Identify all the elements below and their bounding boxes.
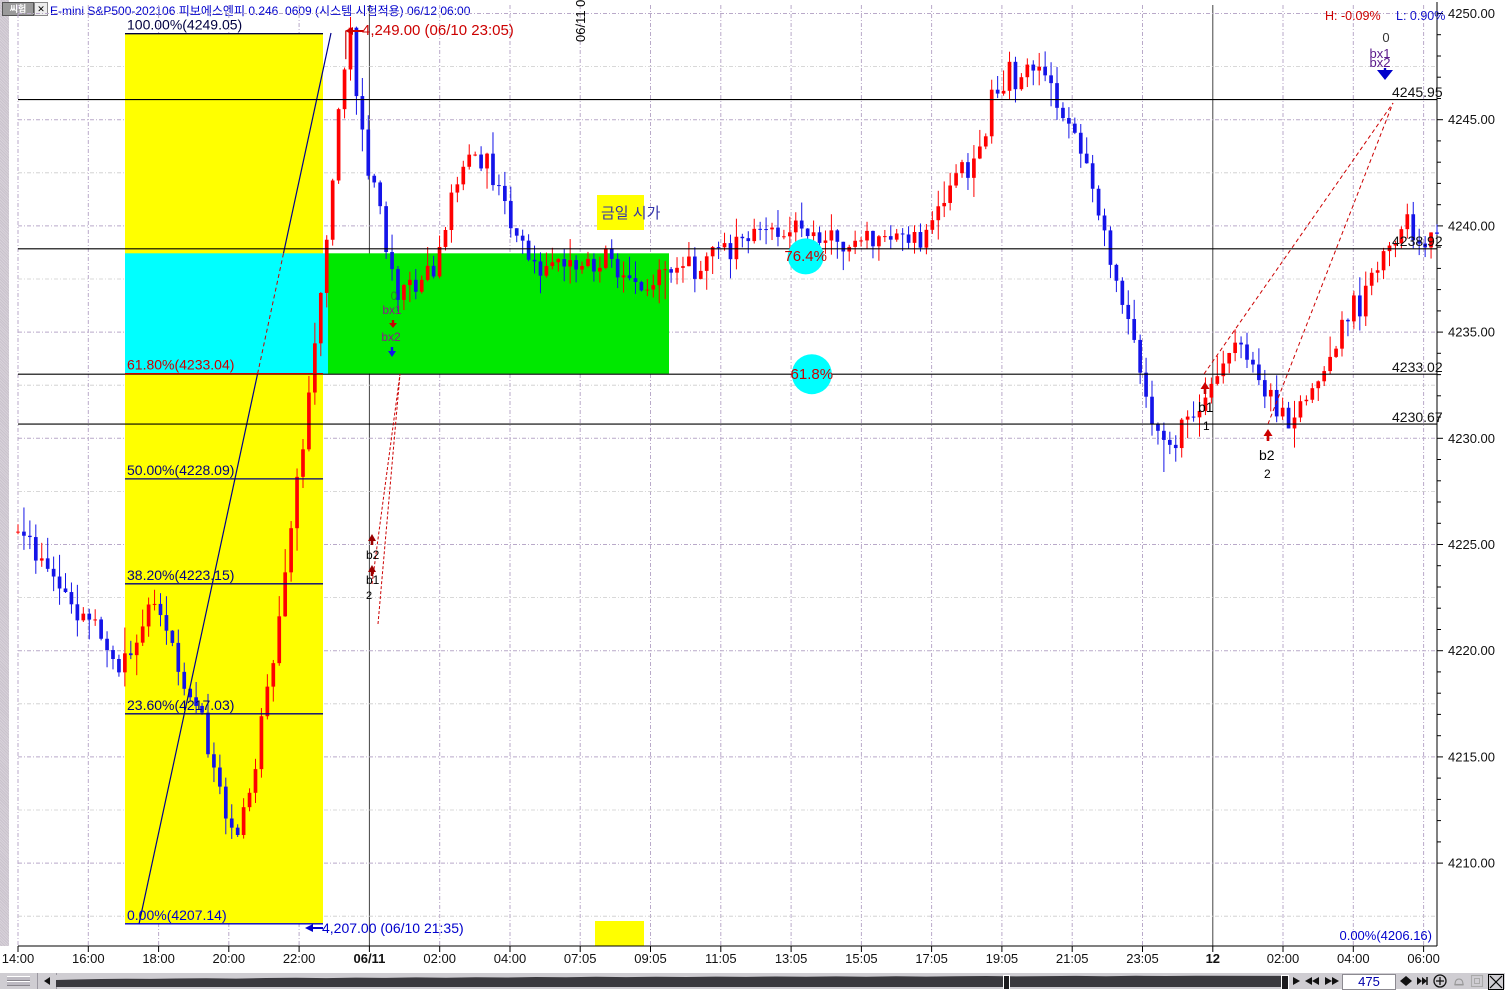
svg-text:b2: b2 [366, 548, 380, 562]
svg-text:b1: b1 [366, 573, 380, 587]
svg-text:23:05: 23:05 [1126, 951, 1159, 966]
svg-text:4220.00: 4220.00 [1448, 643, 1495, 658]
svg-text:H: -0.09%: H: -0.09% [1325, 9, 1381, 23]
svg-text:15:05: 15:05 [845, 951, 878, 966]
svg-text:4230.00: 4230.00 [1448, 431, 1495, 446]
svg-text:76.4%: 76.4% [784, 248, 827, 265]
svg-text:4235.00: 4235.00 [1448, 325, 1495, 340]
svg-text:18:00: 18:00 [142, 951, 175, 966]
svg-text:11:05: 11:05 [705, 951, 737, 966]
svg-text:02:00: 02:00 [1267, 951, 1300, 966]
svg-text:06:00: 06:00 [1407, 951, 1440, 966]
svg-text:04:00: 04:00 [494, 951, 527, 966]
svg-text:04:00: 04:00 [1337, 951, 1370, 966]
svg-text:19:05: 19:05 [986, 951, 1019, 966]
svg-text:L: 0.90%: L: 0.90% [1396, 9, 1445, 23]
svg-text:17:05: 17:05 [915, 951, 948, 966]
svg-text:61.80%(4233.04): 61.80%(4233.04) [127, 357, 234, 373]
svg-text:bx1: bx1 [382, 303, 402, 317]
svg-text:12: 12 [1206, 951, 1220, 966]
svg-text:0: 0 [391, 289, 398, 303]
svg-text:금일 시가: 금일 시가 [601, 205, 661, 222]
svg-text:09:05: 09:05 [634, 951, 667, 966]
svg-text:0.00%(4206.16): 0.00%(4206.16) [1339, 928, 1432, 943]
svg-text:4233.02: 4233.02 [1392, 359, 1443, 375]
svg-text:2: 2 [366, 590, 372, 602]
svg-text:4,249.00 (06/10 23:05): 4,249.00 (06/10 23:05) [362, 22, 514, 39]
svg-text:4225.00: 4225.00 [1448, 537, 1495, 552]
svg-text:0: 0 [1382, 30, 1389, 45]
svg-text:20:00: 20:00 [213, 951, 246, 966]
svg-text:14:00: 14:00 [2, 951, 35, 966]
svg-text:07:05: 07:05 [564, 951, 597, 966]
svg-text:06/11: 06/11 [353, 951, 385, 966]
svg-text:4245.00: 4245.00 [1448, 112, 1495, 127]
svg-text:23.60%(4217.03): 23.60%(4217.03) [127, 697, 234, 713]
svg-text:13:05: 13:05 [775, 951, 808, 966]
svg-text:b2: b2 [1259, 447, 1275, 463]
svg-text:1: 1 [1203, 419, 1210, 433]
svg-text:b1: b1 [1198, 399, 1214, 415]
svg-text:4238.92: 4238.92 [1392, 233, 1443, 249]
svg-text:4215.00: 4215.00 [1448, 749, 1495, 764]
svg-text:bx2: bx2 [1370, 55, 1391, 70]
svg-text:4250.00: 4250.00 [1448, 6, 1495, 21]
svg-text:02:00: 02:00 [423, 951, 456, 966]
svg-text:22:00: 22:00 [283, 951, 316, 966]
svg-text:50.00%(4228.09): 50.00%(4228.09) [127, 462, 234, 478]
svg-text:4,207.00 (06/10 21:35): 4,207.00 (06/10 21:35) [322, 920, 464, 936]
svg-text:38.20%(4223.15): 38.20%(4223.15) [127, 567, 234, 583]
svg-text:16:00: 16:00 [72, 951, 105, 966]
svg-text:100.00%(4249.05): 100.00%(4249.05) [127, 17, 242, 33]
svg-text:4210.00: 4210.00 [1448, 856, 1495, 871]
svg-text:61.8%: 61.8% [791, 366, 834, 383]
svg-text:21:05: 21:05 [1056, 951, 1089, 966]
svg-text:4240.00: 4240.00 [1448, 218, 1495, 233]
svg-text:2: 2 [1264, 467, 1271, 481]
svg-text:06/11 07:05: 06/11 07:05 [573, 0, 588, 42]
svg-text:0.00%(4207.14): 0.00%(4207.14) [127, 907, 227, 923]
svg-text:4230.67: 4230.67 [1392, 409, 1443, 425]
svg-text:4245.95: 4245.95 [1392, 84, 1443, 100]
svg-text:bx2: bx2 [381, 330, 401, 344]
